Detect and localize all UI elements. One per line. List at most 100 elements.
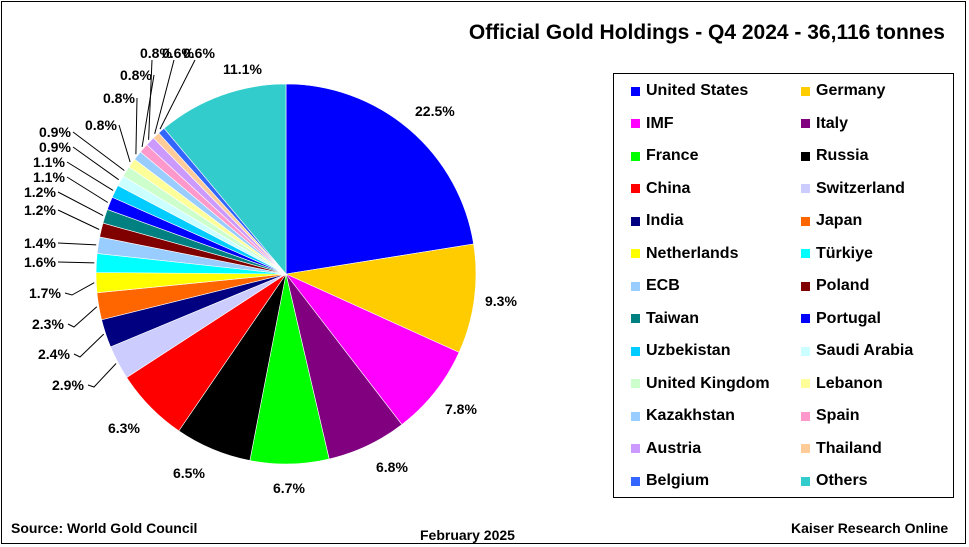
data-label: 1.6% [24, 254, 56, 270]
legend-swatch [631, 476, 640, 486]
legend-swatch [631, 86, 640, 96]
legend-label: Italy [816, 114, 849, 132]
legend-label: France [646, 147, 699, 164]
legend-swatch [631, 379, 640, 388]
legend-label: Spain [816, 407, 860, 424]
legend-item: Switzerland [801, 179, 905, 199]
legend-swatch [801, 119, 810, 128]
legend-item: France [631, 146, 698, 166]
legend-item: Saudi Arabia [801, 341, 913, 361]
legend-swatch [631, 346, 640, 356]
legend-item: Italy [801, 114, 848, 134]
data-label: 2.4% [38, 346, 70, 362]
leader-line [148, 59, 153, 140]
legend-swatch [801, 281, 810, 291]
leader-line [72, 131, 125, 171]
data-label: 0.6% [183, 45, 215, 61]
legend-item: Japan [801, 211, 862, 231]
legend-swatch [801, 379, 810, 388]
legend-item: Spain [801, 406, 860, 426]
legend-label: Belgium [646, 472, 710, 489]
legend-label: Türkiye [816, 244, 873, 262]
legend-label: Russia [816, 147, 869, 164]
legend-item: Russia [801, 146, 868, 166]
legend-label: Lebanon [816, 374, 883, 392]
leader-line [66, 161, 114, 191]
legend-item: Netherlands [631, 244, 738, 264]
legend-swatch [631, 411, 640, 421]
data-label: 1.1% [33, 169, 65, 185]
leader-line [72, 146, 119, 181]
data-label: 1.7% [29, 285, 61, 301]
legend-label: Poland [816, 277, 870, 294]
credit-note: Kaiser Research Online [791, 520, 949, 536]
legend-label: Thailand [816, 439, 882, 457]
data-label: 6.7% [273, 480, 305, 496]
legend-label: Austria [646, 439, 702, 457]
leader-line [64, 282, 95, 296]
data-label: 1.2% [24, 202, 56, 218]
legend-label: Netherlands [646, 244, 739, 262]
legend-item: United Kingdom [631, 374, 770, 394]
data-label: 2.9% [52, 377, 84, 393]
legend-item: India [631, 211, 683, 231]
legend-swatch [801, 411, 810, 421]
legend-swatch [801, 184, 810, 193]
legend-swatch [631, 184, 640, 193]
leader-line [66, 176, 109, 203]
data-label: 6.8% [376, 459, 408, 475]
legend-label: Germany [816, 82, 886, 99]
leader-line [57, 209, 100, 230]
legend-swatch [801, 314, 810, 323]
legend-label: United Kingdom [646, 374, 770, 392]
leader-line [154, 59, 175, 135]
legend-item: Kazakhstan [631, 406, 735, 426]
data-label: 0.8% [140, 45, 172, 61]
pie-slice-germany [284, 243, 477, 353]
legend-item: Germany [801, 81, 885, 101]
data-label: 22.5% [415, 103, 455, 119]
legend-item: Austria [631, 439, 701, 459]
date-note: February 2025 [420, 527, 515, 543]
legend-label: United States [646, 82, 749, 99]
data-label: 1.4% [24, 235, 56, 251]
legend-label: IMF [646, 114, 674, 132]
legend-item: Portugal [801, 309, 881, 329]
data-label: 1.2% [24, 184, 56, 200]
data-label: 0.8% [120, 67, 152, 83]
data-label: 0.9% [39, 124, 71, 140]
legend-item: China [631, 179, 690, 199]
source-note: Source: World Gold Council [11, 520, 198, 536]
leader-line [73, 333, 105, 358]
legend-item: Poland [801, 276, 869, 296]
legend-label: Kazakhstan [646, 407, 735, 424]
legend-label: China [646, 179, 691, 197]
data-label: 9.3% [485, 293, 517, 309]
legend-swatch [801, 476, 810, 486]
legend-swatch [801, 86, 810, 96]
legend-swatch [631, 119, 640, 128]
legend-item: Taiwan [631, 309, 699, 329]
legend-label: India [646, 212, 684, 229]
leader-line [67, 306, 98, 328]
leader-line [57, 242, 97, 246]
data-label: 0.6% [162, 45, 194, 61]
legend-swatch [801, 216, 810, 226]
data-label: 0.8% [103, 90, 135, 106]
leader-line [57, 261, 95, 264]
legend-label: Japan [816, 212, 863, 229]
legend-item: Uzbekistan [631, 341, 730, 361]
leader-line [159, 59, 196, 130]
legend-swatch [801, 346, 810, 356]
data-label: 6.3% [108, 420, 140, 436]
data-label: 0.8% [85, 117, 117, 133]
legend-label: Saudi Arabia [816, 342, 914, 359]
chart-title: Official Gold Holdings - Q4 2024 - 36,11… [468, 21, 945, 44]
legend-swatch [631, 249, 640, 258]
pie-slice-united-states [285, 83, 474, 275]
legend-swatch [801, 151, 810, 161]
legend-label: Others [816, 472, 868, 489]
data-label: 7.8% [445, 401, 477, 417]
